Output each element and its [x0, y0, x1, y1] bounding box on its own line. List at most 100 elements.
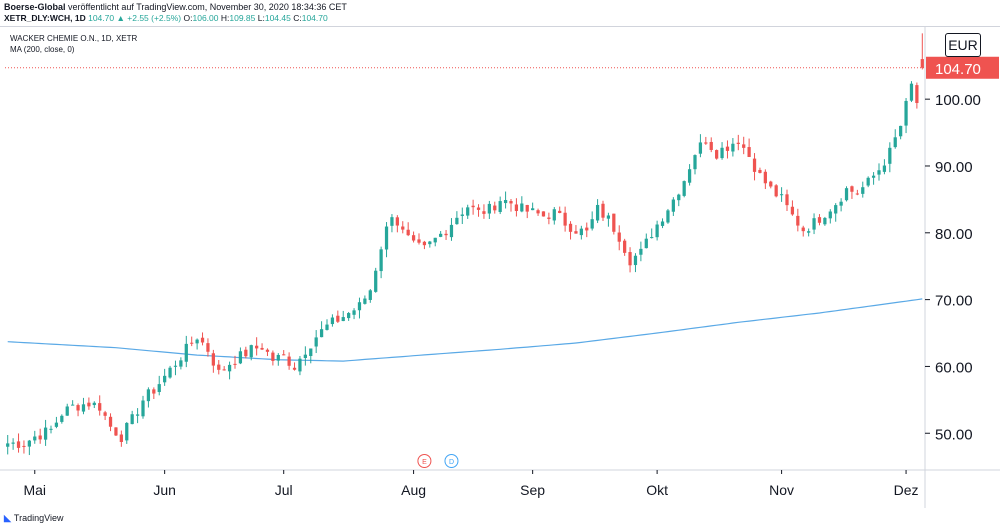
candle-body: [282, 354, 286, 356]
candle-body: [271, 352, 275, 361]
candle-body: [812, 218, 816, 230]
candle-body: [677, 194, 681, 201]
candle-body: [866, 177, 870, 186]
candle-body: [135, 414, 140, 416]
candle-body: [709, 141, 713, 150]
candle-body: [141, 400, 145, 417]
candle-body: [449, 224, 454, 238]
candle-body: [871, 175, 876, 178]
candle-body: [682, 181, 686, 196]
currency-label[interactable]: EUR: [945, 33, 981, 57]
candle-body: [817, 217, 822, 223]
last-price: 104.70: [88, 13, 115, 23]
candle-body: [444, 233, 448, 236]
candle-body: [49, 428, 53, 430]
candle-body: [899, 125, 903, 137]
candle-body: [763, 171, 767, 184]
candle-body: [163, 375, 167, 383]
candle-body: [466, 207, 470, 216]
candle-body: [644, 238, 648, 249]
candle-body: [238, 351, 243, 364]
candle-body: [742, 144, 746, 148]
candle-body: [525, 204, 529, 212]
candle-body: [828, 211, 832, 219]
candle-body: [877, 170, 881, 175]
candle-body: [341, 317, 345, 322]
candle-body: [406, 229, 410, 236]
candle-body: [43, 427, 48, 440]
legend-indicator[interactable]: MA (200, close, 0): [10, 45, 75, 54]
candle-body: [179, 360, 183, 367]
candle-body: [130, 414, 134, 425]
candle-body: [839, 201, 843, 206]
header-divider: [0, 26, 1000, 27]
tradingview-icon: ◣: [4, 513, 11, 523]
candle-body: [476, 207, 481, 210]
candlestick-chart[interactable]: 50.00 60.00 70.00 80.00 90.00 100.00 Mai Jun Jul…: [0, 27, 1000, 508]
ohlc-open-label: O:: [183, 13, 193, 23]
chart-legend: WACKER CHEMIE O.N., 1D, XETR MA (200, cl…: [10, 33, 137, 55]
event-marker-label: E: [422, 459, 427, 466]
candle-body: [720, 147, 724, 159]
candle-body: [276, 354, 280, 361]
candle-body: [249, 345, 253, 358]
y-tick-label: 80.00: [935, 226, 973, 243]
candle-body: [200, 337, 205, 343]
candle-body: [292, 367, 297, 370]
candle-body: [725, 146, 730, 151]
last-price-tag-label: 104.70: [935, 61, 981, 78]
candle-body: [152, 389, 156, 394]
ma-200-line: [7, 298, 923, 362]
candle-body: [108, 416, 113, 427]
x-tick-label: Nov: [769, 482, 794, 498]
candle-body: [6, 443, 10, 447]
ohlc-low-value: 104.45: [264, 13, 291, 23]
candle-body: [520, 203, 524, 212]
candle-body: [379, 249, 383, 272]
candle-body: [861, 187, 865, 194]
candle-body: [655, 224, 659, 238]
candle-body: [298, 358, 302, 372]
candle-body: [347, 313, 351, 319]
last-price-tag: [926, 56, 999, 79]
change-arrow-icon: ▲: [116, 13, 125, 23]
candle-body: [217, 364, 221, 370]
tradingview-logo[interactable]: ◣ TradingView: [4, 513, 63, 524]
candle-body: [666, 210, 670, 223]
event-marker-label: D: [449, 459, 454, 466]
candle-body: [211, 353, 215, 366]
candle-body: [114, 427, 118, 436]
candle-body: [325, 324, 329, 330]
candle-body: [541, 211, 546, 217]
candle-body: [190, 342, 194, 344]
candle-body: [671, 199, 675, 212]
candle-body: [119, 434, 123, 443]
candle-body: [422, 241, 427, 246]
x-tick-label: Okt: [646, 482, 668, 498]
candle-body: [206, 343, 210, 352]
candle-body: [482, 211, 486, 214]
candle-body: [536, 210, 540, 214]
candle-body: [844, 188, 849, 201]
candle-body: [623, 240, 627, 253]
footer: ◣ TradingView: [0, 508, 1000, 528]
candle-body: [157, 384, 161, 393]
author-name[interactable]: Boerse-Global: [4, 2, 66, 12]
candle-body: [336, 315, 340, 322]
candle-body: [493, 205, 497, 211]
candle-body: [255, 345, 259, 349]
candle-body: [531, 208, 535, 211]
candle-body: [801, 227, 805, 232]
candle-body: [11, 442, 15, 444]
candle-body: [579, 228, 583, 236]
candle-body: [715, 150, 719, 159]
candle-body: [33, 436, 37, 441]
candle-body: [693, 155, 697, 170]
y-tick-label: 100.00: [935, 92, 981, 109]
candle-body: [498, 201, 502, 212]
candle-body: [390, 217, 394, 226]
candle-body: [774, 185, 778, 197]
candle-body: [758, 169, 762, 173]
ohlc-close-value: 104.70: [301, 13, 328, 23]
candle-body: [357, 302, 362, 311]
